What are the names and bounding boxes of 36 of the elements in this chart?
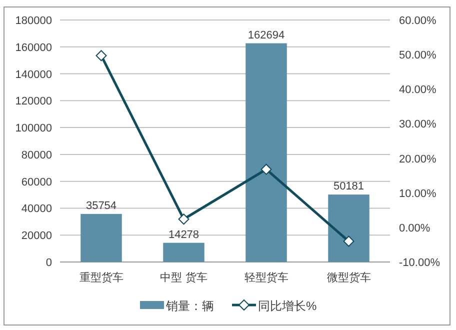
data-label: 162694 <box>248 29 285 42</box>
bar <box>246 43 287 262</box>
bar <box>328 194 370 262</box>
point <box>260 164 272 175</box>
y2-tick-label: 20.00% <box>399 153 437 166</box>
y-tick-label: 20000 <box>21 230 52 242</box>
y-tick-label: 100000 <box>15 122 52 135</box>
y-tick-label: 140000 <box>15 68 52 81</box>
y-tick-label: 80000 <box>21 149 52 162</box>
x-tick-label: 重型货车 <box>79 271 124 284</box>
point <box>96 50 107 62</box>
x-tick-label: 中型 货车 <box>160 271 208 284</box>
bar <box>80 214 122 262</box>
y2-tick-label: 30.00% <box>399 118 437 131</box>
y2-tick-label: 10.00% <box>399 188 437 200</box>
bar <box>163 242 204 262</box>
y2-tick-label: 60.00% <box>399 15 437 27</box>
data-label: 50181 <box>333 180 364 193</box>
data-label: 35754 <box>86 200 117 212</box>
x-tick-label: 轻型货车 <box>244 271 288 284</box>
y-tick-label: 120000 <box>15 96 52 108</box>
y-tick-label: 60000 <box>21 176 52 188</box>
legend-label: 销量：辆 <box>165 299 214 313</box>
x-tick-label: 微型货车 <box>326 271 371 284</box>
y-tick-label: 0 <box>46 257 52 269</box>
y2-tick-label: -10.00% <box>399 257 440 269</box>
y2-tick-label: 0.00% <box>399 222 430 234</box>
y-tick-label: 160000 <box>15 42 52 54</box>
point <box>343 236 354 247</box>
legend-label: 同比增长% <box>258 299 317 313</box>
y-tick-label: 180000 <box>15 15 52 27</box>
data-label: 14278 <box>168 228 200 241</box>
y2-tick-label: 50.00% <box>399 50 437 62</box>
y-tick-label: 40000 <box>21 203 52 216</box>
point <box>178 214 190 225</box>
y2-tick-label: 40.00% <box>399 84 437 96</box>
